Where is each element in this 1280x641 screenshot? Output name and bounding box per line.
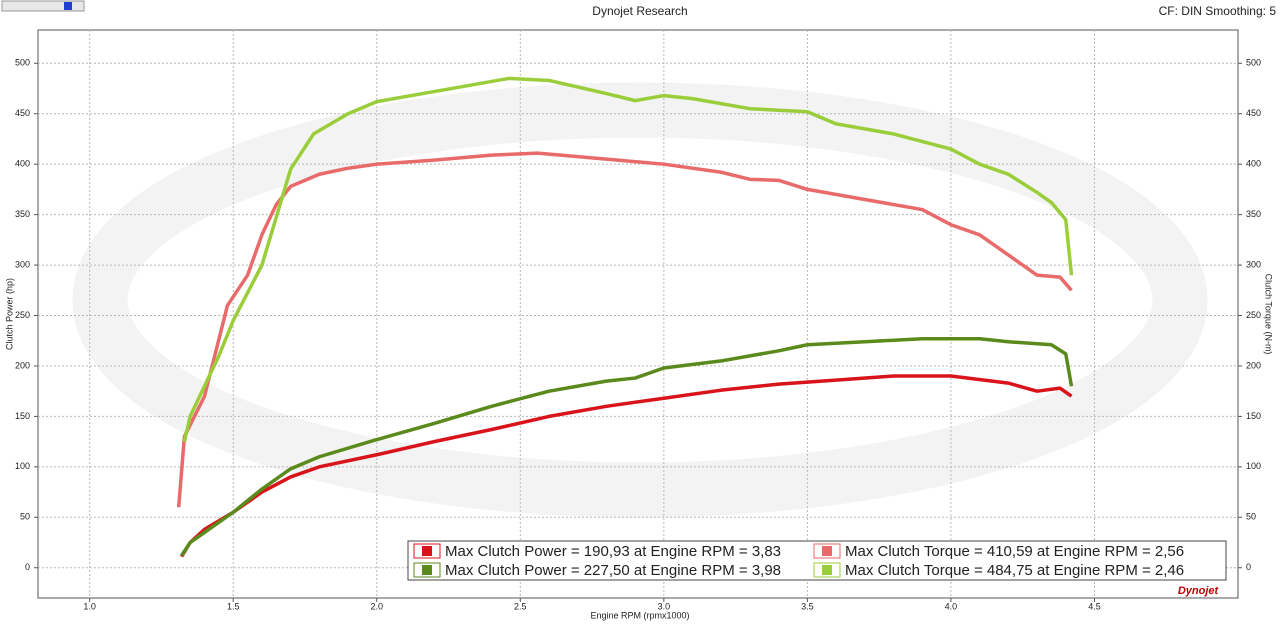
legend-swatch-fill [422,565,432,575]
legend-label: Max Clutch Torque = 484,75 at Engine RPM… [845,562,1184,579]
x-tick-label: 2.0 [370,601,383,611]
y-tick-label: 150 [15,411,30,421]
x-tick-label: 3.5 [801,601,814,611]
legend-swatch-fill [822,565,832,575]
legend-label: Max Clutch Torque = 410,59 at Engine RPM… [845,543,1184,560]
y-tick-label: 400 [15,159,30,169]
y-tick-label: 300 [15,259,30,269]
x-tick-label: 3.0 [658,601,671,611]
line [180,336,1074,557]
y2-tick-label: 200 [1246,360,1261,370]
legend-swatch-fill [422,546,432,556]
y-tick-label: 0 [25,562,30,572]
y2-tick-label: 0 [1246,562,1251,572]
legend-swatch-fill [822,546,832,556]
y-tick-label: 350 [15,209,30,219]
scroll-widget[interactable] [1,0,85,12]
y2-axis-label: Clutch Torque (N-m) [1264,274,1274,355]
legend-label: Max Clutch Power = 227,50 at Engine RPM … [445,562,781,579]
y2-tick-label: 500 [1246,58,1261,68]
scroll-thumb[interactable] [64,2,72,10]
y2-tick-label: 450 [1246,108,1261,118]
y2-tick-label: 300 [1246,259,1261,269]
line [176,151,1073,508]
x-axis-label: Engine RPM (rpmx1000) [590,610,689,620]
y-tick-label: 50 [20,512,30,522]
y2-tick-label: 350 [1246,209,1261,219]
y-tick-label: 450 [15,108,30,118]
y2-tick-label: 150 [1246,411,1261,421]
logo: Dynojet [1178,585,1220,597]
x-tick-label: 4.0 [945,601,958,611]
y-tick-label: 250 [15,310,30,320]
chart-title: Dynojet Research [592,4,687,18]
y-tick-label: 200 [15,360,30,370]
line [182,76,1074,443]
y-tick-label: 500 [15,58,30,68]
y-axis-label: Clutch Power (hp) [4,278,14,350]
x-tick-label: 4.5 [1088,601,1101,611]
x-tick-label: 1.0 [83,601,96,611]
y2-tick-label: 400 [1246,159,1261,169]
x-tick-label: 2.5 [514,601,527,611]
y-tick-label: 100 [15,461,30,471]
y2-tick-label: 50 [1246,512,1256,522]
legend-label: Max Clutch Power = 190,93 at Engine RPM … [445,543,781,560]
y2-tick-label: 250 [1246,310,1261,320]
y2-tick-label: 100 [1246,461,1261,471]
x-tick-label: 1.5 [227,601,240,611]
chart-subtitle: CF: DIN Smoothing: 5 [1159,4,1277,18]
watermark [72,82,1208,518]
